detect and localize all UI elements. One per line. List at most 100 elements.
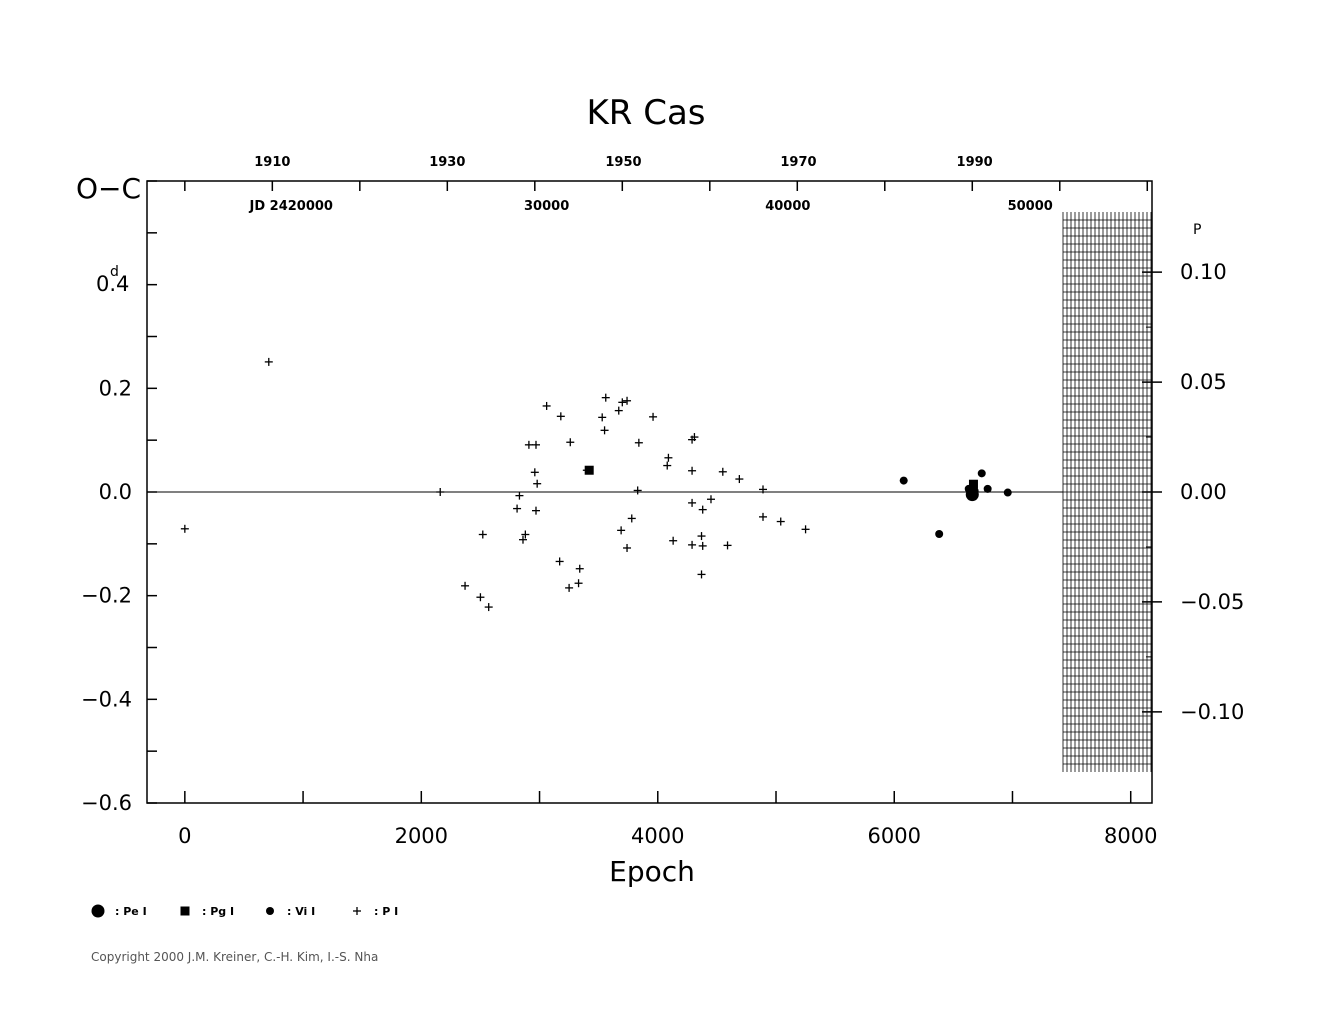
data-point-plus	[574, 579, 583, 588]
legend-marker-large-circle	[91, 904, 105, 918]
data-point-plus	[688, 498, 697, 507]
data-point-plus	[600, 426, 609, 435]
data-point-plus	[513, 504, 522, 513]
legend-label: : P I	[374, 905, 398, 918]
data-point-plus	[623, 543, 632, 552]
data-point-plus	[524, 440, 533, 449]
data-point-small-circle	[935, 529, 944, 538]
x-tick-label: 2000	[395, 824, 448, 848]
data-point-plus	[706, 495, 715, 504]
data-point-plus	[601, 393, 610, 402]
hatched-region	[1062, 212, 1152, 772]
data-point-plus	[533, 479, 542, 488]
data-point-plus	[555, 557, 564, 566]
data-point-small-circle	[970, 486, 979, 495]
y-axis-ticks: 0.2 0.0 −0.2 −0.4 −0.6	[81, 180, 157, 815]
data-point-plus	[697, 570, 706, 579]
data-point-plus	[698, 505, 707, 514]
data-point-plus	[759, 485, 768, 494]
data-point-plus	[518, 535, 527, 544]
data-point-plus	[566, 438, 575, 447]
data-point-plus	[688, 540, 697, 549]
x-axis-label: Epoch	[609, 855, 695, 888]
data-point-plus	[663, 461, 672, 470]
legend-label: : Pg I	[202, 905, 234, 918]
data-point-plus	[582, 466, 591, 475]
data-point-plus	[575, 564, 584, 573]
data-point-small-circle	[1003, 488, 1012, 497]
data-point-plus	[565, 583, 574, 592]
data-point-plus	[776, 517, 785, 526]
data-point-plus	[461, 581, 470, 590]
y-tick-label: −0.4	[81, 687, 132, 711]
data-point-plus	[664, 453, 673, 462]
data-point-plus	[531, 506, 540, 515]
right-tick-label: −0.05	[1180, 590, 1244, 614]
year-label: 1950	[605, 155, 641, 170]
data-point-plus	[180, 524, 189, 533]
data-point-plus	[617, 526, 626, 535]
y-axis-label: O−C	[76, 172, 141, 205]
year-label: 1970	[780, 155, 816, 170]
data-point-plus	[556, 412, 565, 421]
top-axis-ticks: 1910 1930 1950 1970 1990 JD 2420000 30000 40000…	[184, 155, 1149, 214]
legend-label: : Pe I	[115, 905, 147, 918]
right-axis-unit-sup: P	[1193, 222, 1201, 238]
data-point-plus	[530, 468, 539, 477]
y-tick-label: −0.2	[81, 584, 132, 608]
data-point-square	[968, 479, 978, 489]
data-point-plus	[634, 438, 643, 447]
data-point-plus	[478, 530, 487, 539]
data-point-plus	[698, 541, 707, 550]
legend: : Pe I : Pg I : Vi I : P I	[91, 904, 398, 918]
data-point-plus	[690, 433, 699, 442]
data-point-plus	[598, 413, 607, 422]
right-tick-label: 0.05	[1180, 370, 1227, 394]
y-axis-unit-sup: d	[110, 264, 119, 280]
data-point-plus	[614, 406, 623, 415]
data-point-plus	[718, 467, 727, 476]
data-point-plus	[688, 466, 697, 475]
data-point-plus	[649, 412, 658, 421]
data-point-plus	[515, 491, 524, 500]
data-point-plus	[633, 486, 642, 495]
data-point-plus	[623, 396, 632, 405]
right-axis-ticks: 0.10 0.05 0.00 −0.05 −0.10	[1142, 260, 1244, 724]
x-tick-label: 6000	[868, 824, 921, 848]
legend-marker-small-circle	[266, 907, 274, 915]
data-point-plus	[669, 536, 678, 545]
legend-marker-square	[180, 906, 190, 916]
year-label: 1930	[429, 155, 465, 170]
right-tick-label: 0.00	[1180, 480, 1227, 504]
jd-label: JD 2420000	[249, 199, 333, 214]
right-tick-label: 0.10	[1180, 260, 1227, 284]
y-axis-unit-value: 0.4	[96, 272, 129, 296]
x-tick-label: 0	[178, 824, 191, 848]
x-tick-label: 4000	[631, 824, 684, 848]
data-point-small-circle	[983, 484, 992, 493]
legend-label: : Vi I	[287, 905, 315, 918]
data-point-plus	[801, 525, 810, 534]
jd-label: 30000	[524, 199, 569, 214]
data-point-plus	[627, 514, 636, 523]
jd-label: 50000	[1008, 199, 1053, 214]
data-point-plus	[531, 440, 540, 449]
y-tick-label: −0.6	[81, 791, 132, 815]
data-point-plus	[264, 357, 273, 366]
year-label: 1910	[254, 155, 290, 170]
jd-label: 40000	[765, 199, 810, 214]
data-point-plus	[542, 401, 551, 410]
legend-marker-plus	[353, 907, 361, 915]
y-tick-label: 0.0	[99, 480, 132, 504]
data-point-plus	[735, 475, 744, 484]
data-point-plus	[759, 512, 768, 521]
data-point-plus	[697, 532, 706, 541]
x-axis-ticks: 0 2000 4000 6000 8000	[178, 791, 1157, 848]
y-tick-label: 0.2	[99, 376, 132, 400]
data-point-plus	[436, 488, 445, 496]
data-points	[180, 357, 1012, 612]
right-tick-label: −0.10	[1180, 700, 1244, 724]
data-point-plus	[723, 541, 732, 550]
chart-title: KR Cas	[586, 93, 705, 133]
